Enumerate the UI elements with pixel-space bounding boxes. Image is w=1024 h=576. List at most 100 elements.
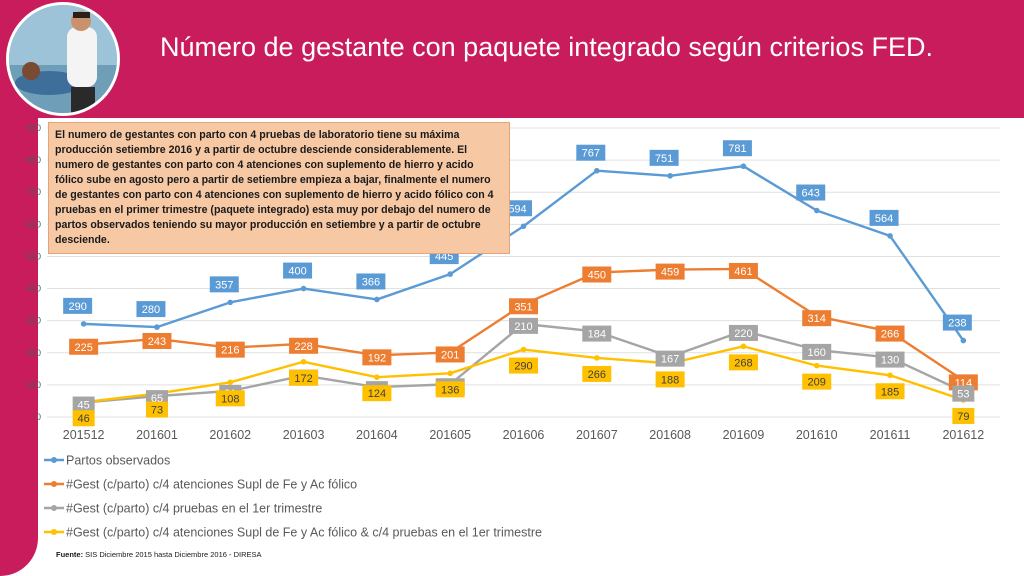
data-label-box (802, 310, 832, 327)
data-label: 564 (869, 209, 899, 226)
data-label: 79 (952, 407, 975, 424)
data-label-text: 238 (948, 318, 966, 330)
data-label: 220 (728, 324, 758, 341)
x-tick-label: 201604 (356, 428, 398, 442)
data-label: 314 (802, 310, 832, 327)
data-point (740, 343, 747, 350)
commentary-note: El numero de gestantes con parto con 4 p… (48, 122, 510, 254)
data-label-box (215, 390, 245, 407)
data-label: 225 (69, 338, 99, 355)
data-label-box (582, 325, 612, 342)
legend-label: Partos observados (66, 454, 170, 468)
data-label-text: 266 (881, 329, 899, 341)
x-tick-label: 201601 (136, 428, 178, 442)
data-label-box (728, 354, 758, 371)
data-label-box (722, 140, 752, 157)
left-accent-stripe (0, 118, 38, 576)
data-label-box (952, 407, 975, 424)
y-axis-ticks: 0 100 200 300 400 500 600 700 800 900 (26, 123, 41, 422)
legend-marker (51, 481, 57, 487)
legend-entry-2: #Gest (c/parto) c/4 atenciones Supl de F… (44, 478, 357, 492)
data-label-text: 594 (508, 203, 526, 215)
data-label-box (802, 373, 832, 390)
data-label-text: 351 (514, 301, 532, 313)
x-tick-label: 201608 (649, 428, 691, 442)
data-label-box (582, 365, 612, 382)
data-label-text: 210 (514, 321, 532, 333)
data-label-box (582, 266, 612, 283)
data-label-text: 225 (74, 342, 92, 354)
x-tick-label: 201607 (576, 428, 618, 442)
data-label-box (72, 410, 95, 427)
data-label-text: 130 (881, 355, 899, 367)
data-label-box (356, 273, 386, 290)
data-label-text: 184 (588, 329, 606, 341)
y-tick-label: 500 (26, 251, 41, 261)
source-label: Fuente: (56, 550, 84, 559)
x-tick-label: 201612 (942, 428, 984, 442)
data-label-box (509, 298, 538, 315)
data-label-box (63, 297, 93, 314)
data-label-box (796, 184, 826, 201)
x-tick-label: 201611 (870, 428, 911, 442)
data-label-box (875, 351, 905, 368)
legend-entry-4: #Gest (c/parto) c/4 atenciones Supl de F… (44, 526, 542, 540)
data-point (740, 163, 747, 170)
legend-marker (51, 457, 57, 463)
data-label: 450 (582, 266, 612, 283)
data-label-text: 188 (661, 374, 679, 386)
data-point (227, 299, 234, 306)
data-label-box (435, 381, 465, 398)
data-label-box (509, 357, 538, 374)
data-label-text: 228 (294, 341, 312, 353)
data-point (813, 207, 820, 214)
data-label-text: 73 (151, 405, 163, 417)
data-label: 400 (283, 262, 313, 279)
data-labels: 290 280 357 400 366 445 594 767 751 781 643 564 238 2… (63, 140, 978, 427)
data-point (300, 285, 307, 292)
data-label-text: 45 (78, 400, 90, 412)
data-label: 238 (942, 314, 972, 331)
data-label: 228 (289, 337, 319, 354)
data-label-text: 201 (441, 349, 459, 361)
data-label: 751 (649, 149, 679, 166)
data-label: 160 (802, 343, 832, 360)
data-label-box (875, 383, 905, 400)
data-label-box (503, 200, 532, 217)
data-label-text: 79 (957, 411, 969, 423)
data-label: 130 (875, 351, 905, 368)
data-label: 357 (209, 276, 239, 293)
data-point (887, 372, 893, 379)
data-label-box (655, 371, 685, 388)
data-label-box (728, 324, 758, 341)
data-label-box (655, 263, 685, 280)
data-point (520, 346, 527, 353)
data-label: 108 (215, 390, 245, 407)
data-label: 188 (655, 371, 685, 388)
data-label: 266 (875, 325, 905, 342)
data-label: 461 (728, 262, 758, 279)
x-tick-label: 201603 (283, 428, 325, 442)
title-banner: Número de gestante con paquete integrado… (0, 0, 1024, 118)
data-label-box (576, 144, 606, 161)
data-point (520, 223, 527, 230)
y-tick-label: 700 (26, 187, 41, 197)
x-tick-label: 201512 (63, 428, 105, 442)
data-point (887, 233, 893, 239)
data-label-text: 108 (221, 393, 239, 405)
data-label: 136 (435, 381, 465, 398)
data-point (300, 358, 307, 365)
data-point (667, 173, 673, 179)
data-label: 243 (142, 332, 172, 349)
data-label: 280 (136, 301, 166, 318)
page-title: Número de gestante con paquete integrado… (160, 32, 933, 62)
data-label-box (869, 209, 899, 226)
data-label-text: 751 (655, 153, 673, 165)
data-label-text: 172 (294, 373, 312, 385)
data-label: 594 (503, 200, 532, 217)
chart-legend: Partos observados #Gest (c/parto) c/4 ate… (44, 454, 542, 540)
data-label-box (728, 262, 758, 279)
data-point (960, 337, 967, 344)
data-label-text: 268 (734, 357, 752, 369)
